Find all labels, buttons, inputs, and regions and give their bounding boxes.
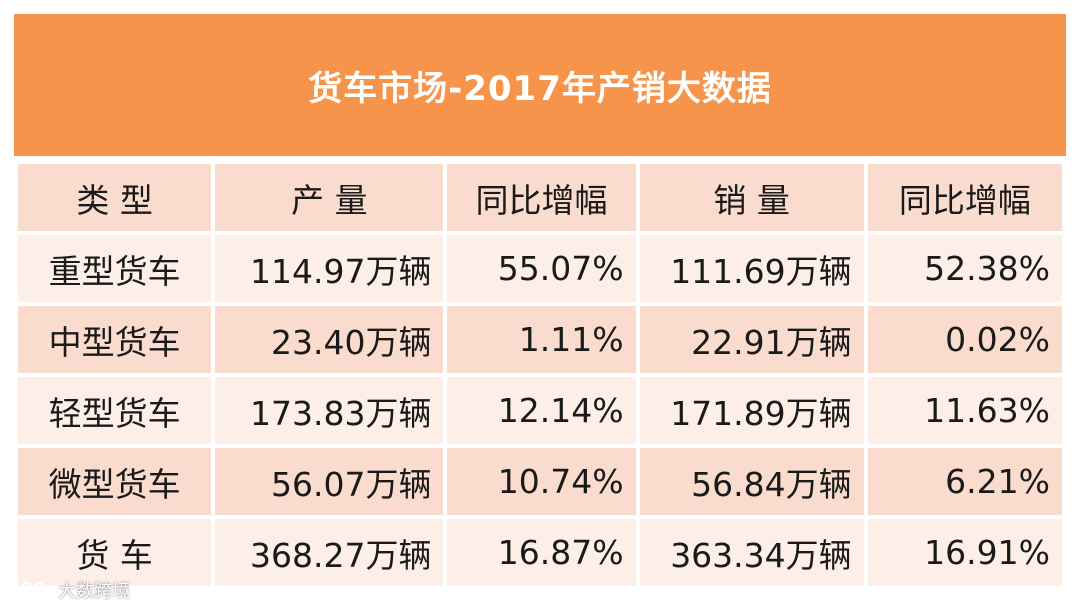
cell-production-growth: 12.14% — [447, 377, 636, 444]
page-title: 货车市场-2017年产销大数据 — [308, 68, 772, 109]
cell-type: 货 车 — [18, 519, 212, 586]
data-table: 类 型 产 量 同比增幅 销 量 同比增幅 重型货车 114.97万辆 55.0… — [14, 160, 1066, 590]
cell-sales: 56.84万辆 — [639, 448, 864, 515]
title-banner: 货车市场-2017年产销大数据 — [14, 14, 1066, 156]
cell-production: 56.07万辆 — [215, 448, 444, 515]
cell-sales: 171.89万辆 — [639, 377, 864, 444]
cell-production-growth: 55.07% — [447, 235, 636, 302]
header-sales: 销 量 — [639, 164, 864, 231]
cell-type: 中型货车 — [18, 306, 212, 373]
table-row: 微型货车 56.07万辆 10.74% 56.84万辆 6.21% — [18, 448, 1062, 515]
cell-sales-growth: 52.38% — [867, 235, 1062, 302]
table-row: 中型货车 23.40万辆 1.11% 22.91万辆 0.02% — [18, 306, 1062, 373]
table-header-row: 类 型 产 量 同比增幅 销 量 同比增幅 — [18, 164, 1062, 231]
cell-sales-growth: 0.02% — [867, 306, 1062, 373]
cell-production-growth: 1.11% — [447, 306, 636, 373]
watermark-text: 大数跨境 — [58, 581, 130, 602]
cell-sales-growth: 11.63% — [867, 377, 1062, 444]
watermark: 大数跨境 — [8, 576, 130, 604]
cell-sales-growth: 6.21% — [867, 448, 1062, 515]
cell-type: 轻型货车 — [18, 377, 212, 444]
header-sales-growth: 同比增幅 — [867, 164, 1062, 231]
header-production: 产 量 — [215, 164, 444, 231]
cell-type: 微型货车 — [18, 448, 212, 515]
table-row: 轻型货车 173.83万辆 12.14% 171.89万辆 11.63% — [18, 377, 1062, 444]
header-production-growth: 同比增幅 — [447, 164, 636, 231]
header-type: 类 型 — [18, 164, 212, 231]
cell-production: 368.27万辆 — [215, 519, 444, 586]
cell-production: 23.40万辆 — [215, 306, 444, 373]
cell-sales: 363.34万辆 — [639, 519, 864, 586]
watermark-logo-icon — [9, 580, 46, 600]
cell-sales-growth: 16.91% — [867, 519, 1062, 586]
cell-type: 重型货车 — [18, 235, 212, 302]
cell-production: 173.83万辆 — [215, 377, 444, 444]
cell-sales: 111.69万辆 — [639, 235, 864, 302]
cell-production: 114.97万辆 — [215, 235, 444, 302]
table-row-total: 货 车 368.27万辆 16.87% 363.34万辆 16.91% — [18, 519, 1062, 586]
cell-sales: 22.91万辆 — [639, 306, 864, 373]
cell-production-growth: 10.74% — [447, 448, 636, 515]
cell-production-growth: 16.87% — [447, 519, 636, 586]
table-row: 重型货车 114.97万辆 55.07% 111.69万辆 52.38% — [18, 235, 1062, 302]
